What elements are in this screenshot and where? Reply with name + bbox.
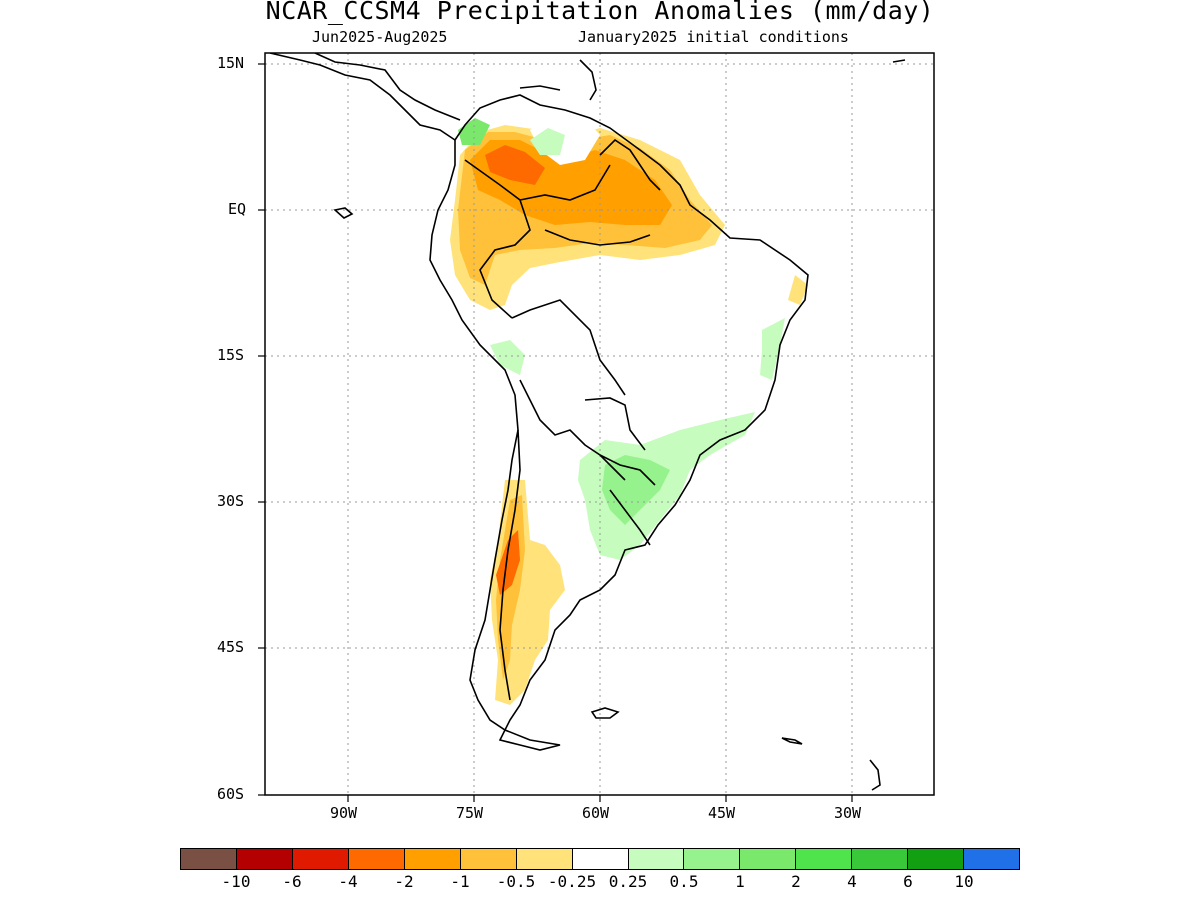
wet-anomaly-venezuela (530, 128, 565, 155)
color-scale-label: 10 (954, 872, 974, 891)
color-scale-swatch (964, 849, 1020, 869)
x-tick-label: 75W (456, 804, 484, 822)
color-scale-label: 0.25 (608, 872, 648, 891)
map-title: NCAR_CCSM4 Precipitation Anomalies (mm/d… (265, 0, 935, 25)
forecast-period: Jun2025-Aug2025 (312, 28, 448, 46)
axis-ticks (258, 63, 853, 802)
y-tick-label: 45S (217, 638, 245, 656)
initial-conditions-label: January2025 initial conditions (578, 28, 849, 46)
wet-anomaly-southeast-mid (602, 455, 670, 525)
x-tick-label: 60W (582, 804, 610, 822)
color-scale-swatch (628, 849, 685, 869)
wet-anomaly-southeast-light (578, 412, 755, 560)
color-scale-label: -1 (450, 872, 470, 891)
color-scale-swatch (460, 849, 517, 869)
color-scale-swatch (796, 849, 853, 869)
y-tick-label: 30S (217, 492, 245, 510)
dry-anomaly-north-core (485, 145, 545, 185)
wet-anomaly-east-brazil (760, 318, 785, 380)
color-scale-label: -0.25 (547, 872, 597, 891)
color-scale-label: -4 (338, 872, 358, 891)
color-scale-bar (180, 848, 1020, 870)
color-scale-swatch (181, 849, 237, 869)
color-scale-swatch (516, 849, 573, 869)
color-scale-label: -2 (394, 872, 414, 891)
dry-anomaly-ne-brazil (788, 275, 808, 305)
dry-anomaly-central-chile-core (496, 530, 520, 595)
color-scale-swatch (740, 849, 797, 869)
color-scale-label: 1 (735, 872, 745, 891)
color-scale-swatch (292, 849, 349, 869)
x-tick-label: 90W (330, 804, 358, 822)
color-scale-label: 2 (791, 872, 801, 891)
color-scale-swatch (852, 849, 909, 869)
x-tick-label: 30W (834, 804, 862, 822)
color-scale-label: 6 (903, 872, 913, 891)
color-scale-swatch (572, 849, 629, 869)
y-tick-label: EQ (228, 200, 247, 218)
x-tick-label: 45W (708, 804, 736, 822)
color-scale-label: 4 (847, 872, 857, 891)
color-scale-label: -6 (282, 872, 302, 891)
color-scale-label: 0.5 (669, 872, 699, 891)
y-tick-label: 15S (217, 346, 245, 364)
y-tick-label: 15N (217, 54, 245, 72)
lat-lon-grid (265, 53, 934, 795)
color-scale-swatch (236, 849, 293, 869)
color-scale-swatch (404, 849, 461, 869)
coastlines-borders (269, 53, 906, 791)
anomaly-shading (450, 115, 808, 705)
color-scale-swatch (908, 849, 965, 869)
wet-anomaly-peru (490, 340, 525, 375)
color-scale-label: -10 (221, 872, 251, 891)
color-scale-swatch (348, 849, 405, 869)
y-tick-label: 60S (217, 785, 245, 803)
color-scale-swatch (684, 849, 741, 869)
color-scale-label: -0.5 (496, 872, 536, 891)
